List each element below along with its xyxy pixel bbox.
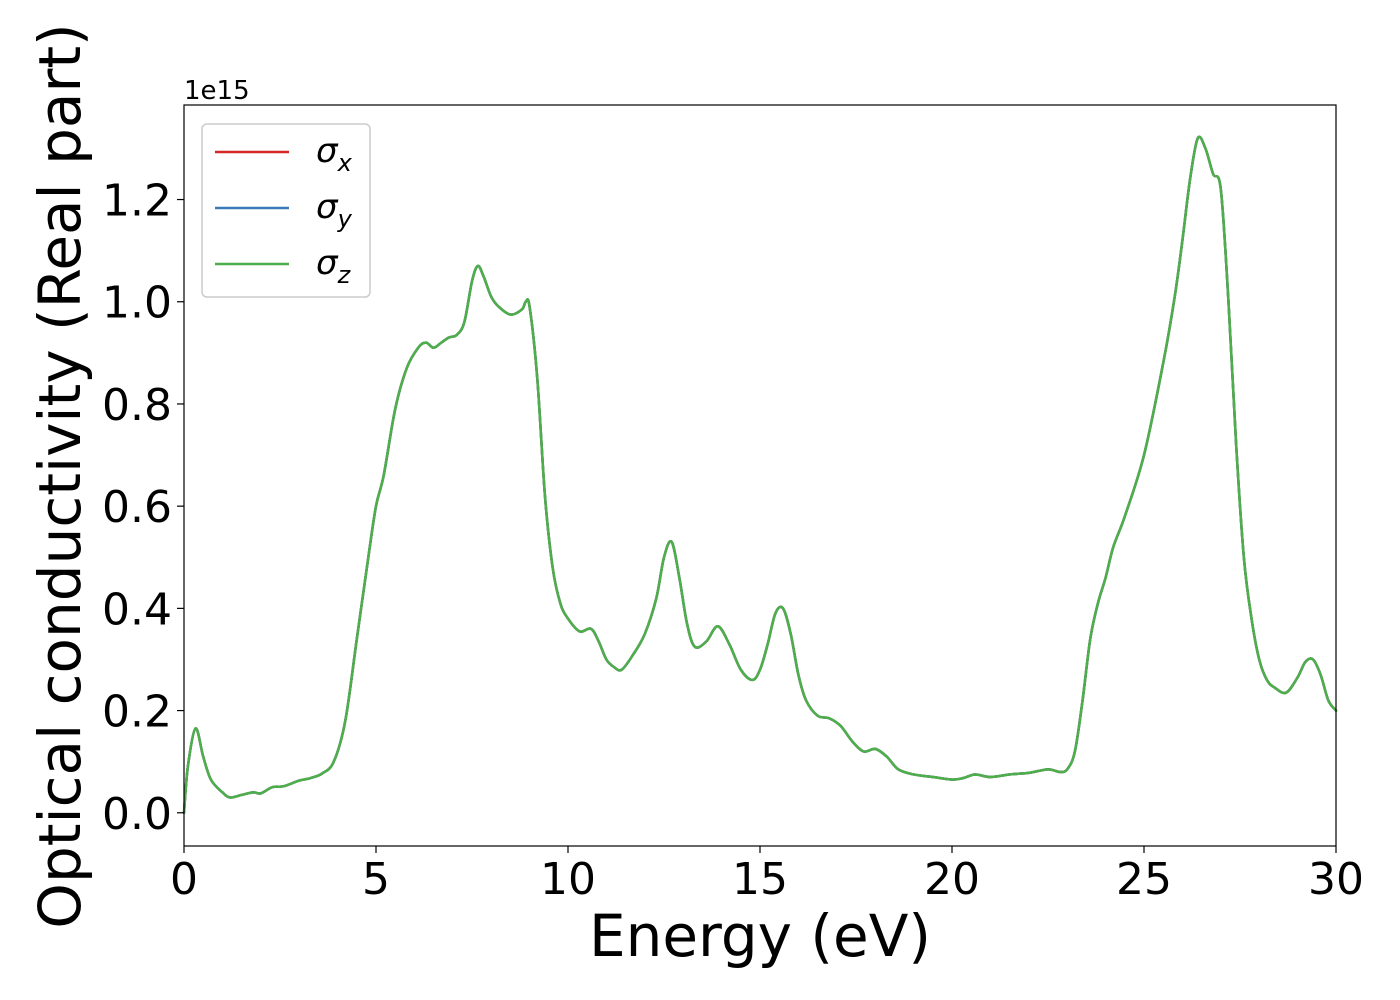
y-tick-label: 0.8 <box>102 380 172 431</box>
series-layer <box>182 135 1338 815</box>
y-axis-label: Optical conductivity (Real part) <box>26 23 94 928</box>
x-tick-label: 5 <box>362 854 390 905</box>
y-tick-label: 0.0 <box>102 789 172 840</box>
legend: σx σy σz <box>201 123 371 298</box>
y-offset-label: 1e15 <box>184 76 250 106</box>
y-tick-label: 1.2 <box>102 176 172 227</box>
x-tick-label: 20 <box>924 854 980 905</box>
x-axis-label: Energy (eV) <box>589 902 931 970</box>
plot-background <box>184 105 1336 846</box>
x-tick-label: 15 <box>732 854 788 905</box>
x-tick-label: 10 <box>540 854 596 905</box>
legend-label-sigma-z: σz <box>316 243 352 289</box>
legend-box <box>201 123 371 298</box>
y-axis: 0.0 0.2 0.4 0.6 0.8 1.0 1.2 <box>102 176 184 840</box>
legend-label-sigma-x: σx <box>316 131 353 177</box>
series-line-sigma-z <box>182 135 1338 815</box>
y-tick-label: 0.2 <box>102 687 172 738</box>
x-tick-label: 25 <box>1116 854 1172 905</box>
y-tick-label: 0.6 <box>102 482 172 533</box>
y-tick-label: 0.4 <box>102 584 172 635</box>
x-tick-label: 0 <box>170 854 198 905</box>
legend-label-sigma-y: σy <box>316 187 353 233</box>
y-tick-label: 1.0 <box>102 278 172 329</box>
x-tick-label: 30 <box>1308 854 1364 905</box>
x-axis: 0 5 10 15 20 25 30 <box>170 846 1364 905</box>
